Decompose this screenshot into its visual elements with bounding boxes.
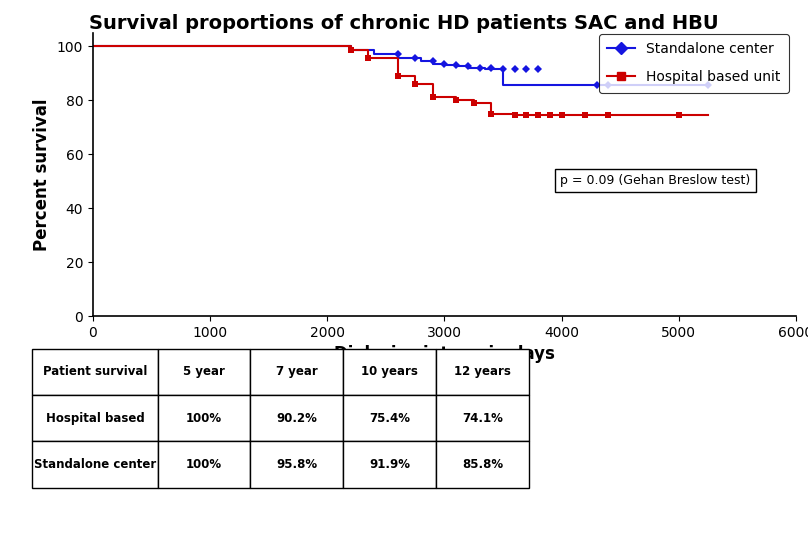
Text: 5 year: 5 year	[183, 366, 225, 378]
Text: 100%: 100%	[186, 412, 222, 425]
Text: p = 0.09 (Gehan Breslow test): p = 0.09 (Gehan Breslow test)	[561, 173, 751, 186]
Legend: Standalone center, Hospital based unit: Standalone center, Hospital based unit	[599, 34, 789, 93]
X-axis label: Dialysis vintage in days: Dialysis vintage in days	[334, 346, 555, 364]
Text: 90.2%: 90.2%	[276, 412, 318, 425]
Text: 75.4%: 75.4%	[369, 412, 410, 425]
Text: 95.8%: 95.8%	[276, 458, 318, 471]
Text: Hospital based: Hospital based	[45, 412, 145, 425]
Text: Survival proportions of chronic HD patients SAC and HBU: Survival proportions of chronic HD patie…	[89, 14, 719, 33]
Text: Patient survival: Patient survival	[43, 366, 147, 378]
Y-axis label: Percent survival: Percent survival	[33, 98, 51, 251]
Text: 85.8%: 85.8%	[462, 458, 503, 471]
Text: 12 years: 12 years	[454, 366, 511, 378]
Text: 74.1%: 74.1%	[462, 412, 503, 425]
Text: Standalone center: Standalone center	[34, 458, 156, 471]
Text: 7 year: 7 year	[276, 366, 318, 378]
Text: 10 years: 10 years	[361, 366, 419, 378]
Text: 100%: 100%	[186, 458, 222, 471]
Text: 91.9%: 91.9%	[369, 458, 410, 471]
